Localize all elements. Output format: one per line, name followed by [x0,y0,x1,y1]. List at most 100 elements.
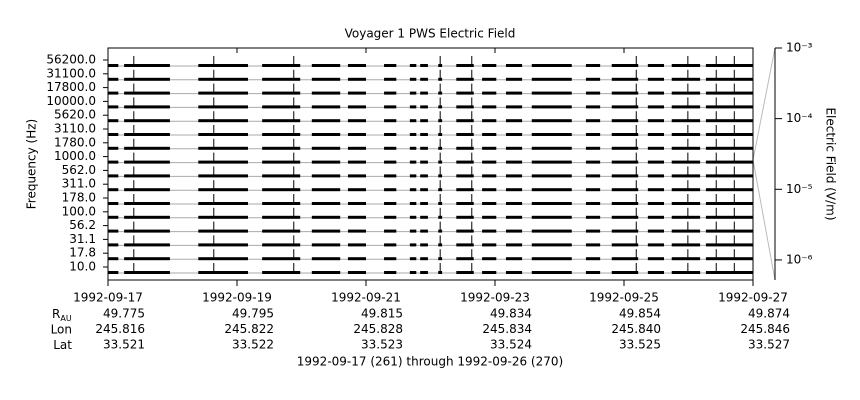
data-span [505,105,523,109]
data-span [420,257,428,261]
data-span [420,229,428,233]
data-span [505,119,523,123]
channel-label: 56.2 [69,218,96,232]
data-span [311,64,341,67]
data-span [311,229,341,233]
data-span [262,105,301,109]
x-tick-label: 1992-09-21 [331,291,401,305]
data-span [647,133,664,136]
data-span [482,133,497,136]
data-span [108,77,119,81]
data-span [585,119,601,123]
data-span [420,119,428,123]
data-span [409,64,417,67]
data-span [409,188,417,192]
data-span [671,215,701,219]
ephemeris-label-text: Lat [53,338,72,352]
data-span [705,257,753,261]
y2-tick-label: 10⁻⁴ [786,111,813,125]
data-span [456,215,474,219]
data-span [420,133,428,136]
ephemeris-value: 49.854 [619,307,661,321]
data-span [409,133,417,136]
data-span [108,91,119,95]
data-span [347,91,366,95]
data-span [384,243,397,247]
data-span [384,174,397,178]
y2-tick-label: 10⁻⁵ [786,182,813,196]
data-span [505,188,523,192]
data-span [124,77,170,81]
data-span [384,188,397,192]
data-span [482,215,497,219]
data-span [671,188,701,192]
data-span [456,160,474,164]
data-span [671,160,701,164]
data-span [262,202,301,205]
data-span [531,257,572,261]
data-span [482,64,497,67]
data-span [611,174,639,178]
data-span [531,188,572,192]
data-span [198,229,248,233]
data-span [262,119,301,123]
data-span [311,202,341,205]
data-span [482,271,497,274]
data-span [456,188,474,192]
data-span [505,257,523,261]
data-span [198,243,248,247]
ephemeris-label-text: R [52,307,60,321]
data-span [585,271,601,274]
data-span [108,188,119,192]
data-span [705,77,753,81]
data-span [705,119,753,123]
data-span [705,174,753,178]
data-span [585,243,601,247]
data-span [347,64,366,67]
data-span [531,77,572,81]
data-span [705,64,753,67]
ephemeris-value: 49.834 [490,307,532,321]
channel-label: 56200.0 [46,53,96,67]
data-span [611,119,639,123]
channel-label: 562.0 [62,163,96,177]
data-span [705,243,753,247]
data-span [647,119,664,123]
data-span [456,271,474,274]
data-span [456,257,474,261]
data-span [311,160,341,164]
data-span [384,91,397,95]
data-span [705,215,753,219]
data-span [420,202,428,205]
data-span [108,119,119,123]
ephemeris-label-sub: AU [60,314,71,323]
data-span [420,174,428,178]
data-span [409,243,417,247]
channel-label: 10.0 [69,260,96,274]
data-span [108,64,119,67]
data-span [347,77,366,81]
channel-label: 31.1 [69,232,96,246]
data-span [671,271,701,274]
ephemeris-label-text: Lon [51,322,72,336]
data-span [531,174,572,178]
data-span [311,146,341,150]
data-span [384,146,397,150]
data-span [108,105,119,109]
data-span [531,160,572,164]
data-span [456,133,474,136]
data-span [384,271,397,274]
data-span [124,243,170,247]
data-span [611,105,639,109]
data-span [585,229,601,233]
data-span [198,77,248,81]
ephemeris-value: 33.523 [361,338,403,352]
data-span [482,160,497,164]
data-span [420,215,428,219]
data-span [456,77,474,81]
x-tick-label: 1992-09-23 [460,291,530,305]
data-span [482,77,497,81]
data-span [347,271,366,274]
ephemeris-value: 33.521 [103,338,145,352]
data-span [409,105,417,109]
